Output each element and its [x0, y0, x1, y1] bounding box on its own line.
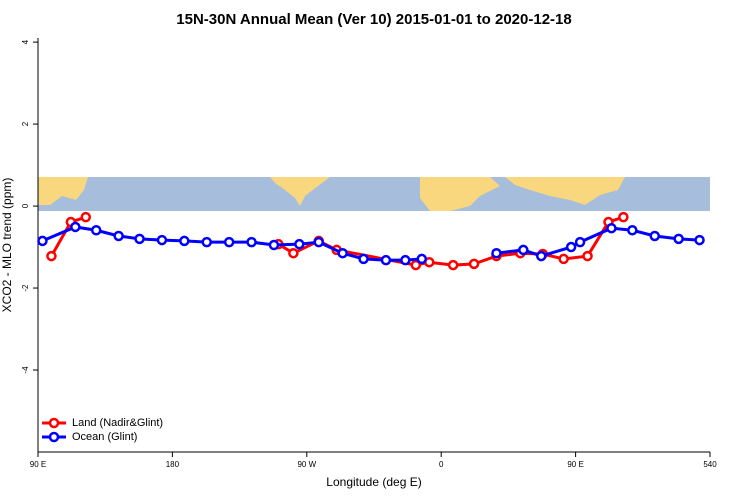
- legend-label: Ocean (Glint): [72, 431, 137, 443]
- data-point: [694, 234, 705, 246]
- data-point: [416, 253, 428, 265]
- data-point: [574, 236, 586, 248]
- y-tick-label: 4: [21, 39, 30, 44]
- x-tick-label: 90 W: [297, 460, 316, 469]
- map-land: [38, 177, 88, 205]
- data-point: [649, 230, 660, 242]
- data-point: [627, 224, 638, 236]
- data-point: [518, 244, 529, 256]
- legend-marker: [48, 417, 60, 429]
- data-point: [582, 250, 593, 262]
- data-point: [268, 239, 280, 251]
- data-point: [558, 253, 569, 265]
- data-point: [337, 247, 348, 259]
- data-point: [673, 233, 684, 245]
- data-point: [201, 236, 212, 248]
- data-point: [80, 211, 92, 223]
- y-tick-label: -4: [21, 366, 30, 374]
- x-tick-label: 180: [166, 460, 180, 469]
- x-tick-label: 540: [703, 460, 717, 469]
- data-point: [618, 211, 629, 223]
- data-point: [447, 259, 459, 271]
- data-point: [536, 250, 547, 262]
- data-point: [90, 224, 102, 236]
- legend-label: Land (Nadir&Glint): [72, 417, 163, 429]
- data-point: [156, 234, 168, 246]
- x-tick-label: 90 E: [567, 460, 583, 469]
- data-point: [113, 230, 124, 242]
- world-map-band: [38, 177, 710, 211]
- data-point: [410, 259, 422, 271]
- map-land: [270, 177, 330, 206]
- y-tick-label: 0: [21, 203, 30, 208]
- data-point: [313, 236, 324, 248]
- data-point: [179, 235, 190, 247]
- y-tick-label: 2: [21, 121, 30, 126]
- data-point: [70, 221, 81, 233]
- data-point: [380, 254, 392, 266]
- data-point: [294, 238, 305, 250]
- x-tick-label: 90 E: [30, 460, 46, 469]
- data-point: [606, 222, 617, 234]
- data-point: [565, 241, 577, 253]
- x-axis-label: Longitude (deg E): [326, 475, 421, 489]
- y-tick-label: -2: [21, 284, 30, 292]
- data-point: [358, 253, 369, 265]
- data-point: [400, 254, 411, 266]
- data-point: [134, 233, 145, 245]
- data-point: [468, 258, 480, 270]
- chart-title: 15N-30N Annual Mean (Ver 10) 2015-01-01 …: [176, 11, 571, 28]
- data-point: [46, 250, 57, 262]
- data-point: [246, 236, 257, 248]
- map-land: [420, 177, 500, 211]
- data-point: [37, 235, 48, 247]
- map-land: [505, 177, 625, 205]
- data-point: [223, 236, 235, 248]
- data-point: [288, 247, 299, 259]
- legend-marker: [48, 431, 60, 443]
- y-axis-label: XCO2 - MLO trend (ppm): [0, 178, 14, 313]
- x-tick-label: 0: [439, 460, 444, 469]
- data-point: [491, 247, 502, 259]
